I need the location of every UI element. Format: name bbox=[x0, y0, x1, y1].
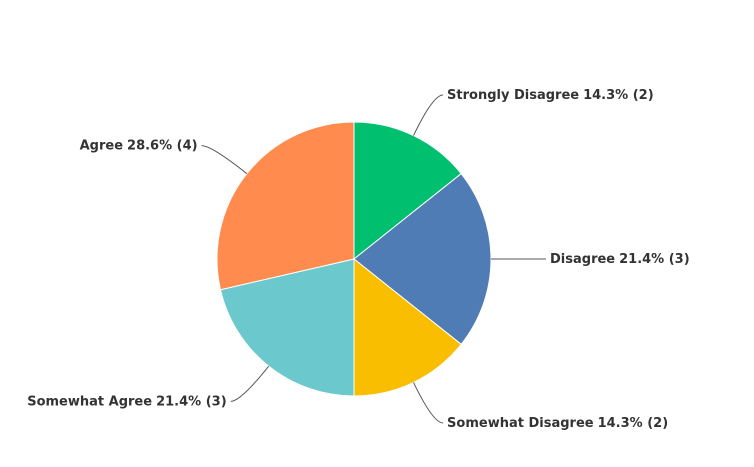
slice-category: Agree bbox=[80, 138, 124, 153]
slice-category: Disagree bbox=[550, 252, 615, 267]
leader-line bbox=[201, 145, 248, 175]
leader-line bbox=[413, 94, 444, 136]
slice-label: Somewhat Disagree 14.3% (2) bbox=[447, 415, 668, 430]
slice-label: Agree 28.6% (4) bbox=[80, 138, 198, 153]
slice-value-label: 28.6% (4) bbox=[127, 138, 198, 153]
slice-category: Somewhat Disagree bbox=[447, 415, 594, 430]
slice-category: Strongly Disagree bbox=[447, 88, 579, 103]
pie-slice bbox=[353, 121, 462, 261]
leader-line bbox=[230, 365, 270, 402]
slice-label: Disagree 21.4% (3) bbox=[550, 252, 690, 267]
pie-slice bbox=[219, 258, 355, 397]
slice-value-label: 14.3% (2) bbox=[598, 415, 669, 430]
slice-value-label: 21.4% (3) bbox=[619, 252, 690, 267]
pie-slice bbox=[353, 172, 492, 346]
pie-slice bbox=[216, 121, 355, 291]
slice-category: Somewhat Agree bbox=[27, 394, 152, 409]
slice-value-label: 14.3% (2) bbox=[583, 88, 654, 103]
leader-line bbox=[413, 382, 444, 424]
slice-label: Somewhat Agree 21.4% (3) bbox=[27, 394, 226, 409]
slice-value-label: 21.4% (3) bbox=[156, 394, 227, 409]
slice-label: Strongly Disagree 14.3% (2) bbox=[447, 88, 654, 103]
pie-slice bbox=[353, 257, 462, 397]
